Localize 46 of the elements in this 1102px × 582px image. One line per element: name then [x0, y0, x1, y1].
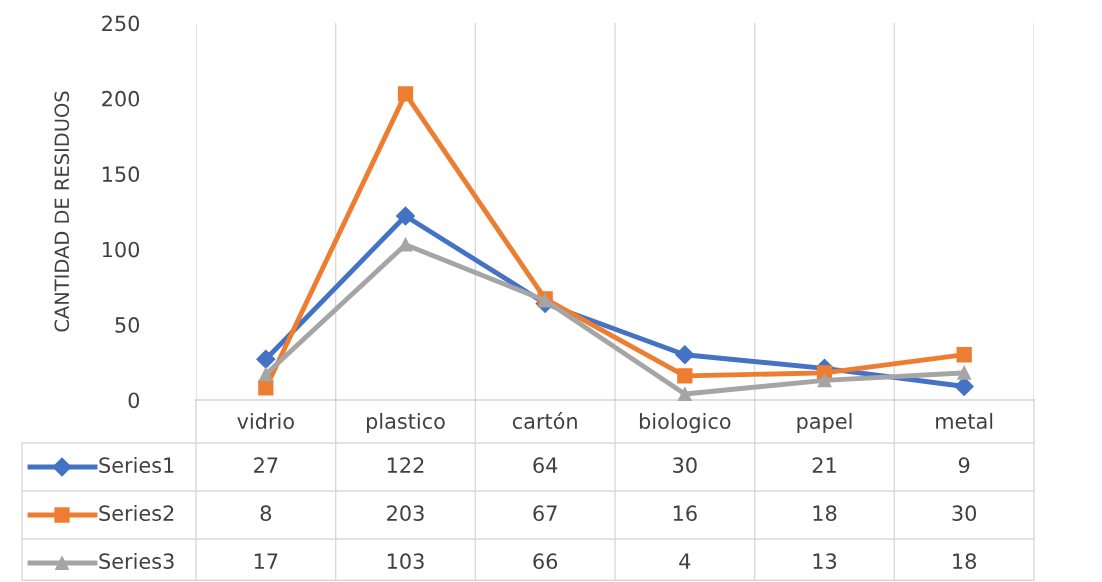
data-label: 103: [387, 553, 424, 570]
data-label: 30: [673, 457, 697, 474]
x-tick-label: papel: [797, 412, 852, 434]
data-label: 64: [533, 457, 558, 474]
legend-label: Series1: [99, 456, 174, 474]
data-label: 18: [953, 553, 976, 570]
data-label: 4: [679, 553, 691, 569]
x-tick-label: plastico: [367, 412, 445, 434]
y-tick-label: 0: [128, 392, 140, 409]
point: [677, 368, 693, 384]
x-tick-label: metal: [936, 412, 993, 430]
point: [677, 387, 692, 401]
point: [956, 347, 972, 363]
point: [398, 237, 413, 252]
y-tick-label: 150: [102, 166, 140, 183]
data-label: 17: [254, 553, 278, 569]
data-label: 13: [813, 553, 837, 570]
data-label: 8: [260, 505, 272, 522]
y-axis-title: CANTIDAD DE RESIDUOS: [54, 91, 70, 332]
y-tick-label: 200: [102, 90, 140, 107]
legend-label: Series2: [99, 504, 174, 522]
point: [256, 349, 276, 369]
data-label: 27: [254, 457, 278, 473]
data-label: 30: [952, 505, 977, 522]
point: [395, 206, 416, 226]
data-label: 66: [533, 553, 558, 570]
point: [817, 373, 832, 388]
data-label: 67: [533, 505, 557, 522]
point: [675, 345, 695, 365]
x-tick-label: cartón: [512, 412, 577, 430]
y-tick-label: 50: [115, 317, 140, 333]
data-label: 9: [958, 457, 970, 474]
data-label: 122: [387, 457, 424, 473]
y-tick-label: 250: [102, 15, 140, 32]
y-tick-label: 100: [102, 241, 140, 258]
data-label: 16: [673, 505, 697, 522]
data-label: 18: [813, 505, 837, 522]
point: [258, 367, 273, 382]
x-tick-label: biologico: [639, 412, 731, 434]
legend-label: Series3: [99, 552, 174, 570]
point: [957, 365, 972, 380]
data-label: 21: [812, 457, 836, 473]
data-label: 203: [387, 505, 424, 522]
point: [397, 86, 414, 102]
x-tick-label: vidrio: [237, 412, 294, 430]
point: [258, 380, 274, 396]
